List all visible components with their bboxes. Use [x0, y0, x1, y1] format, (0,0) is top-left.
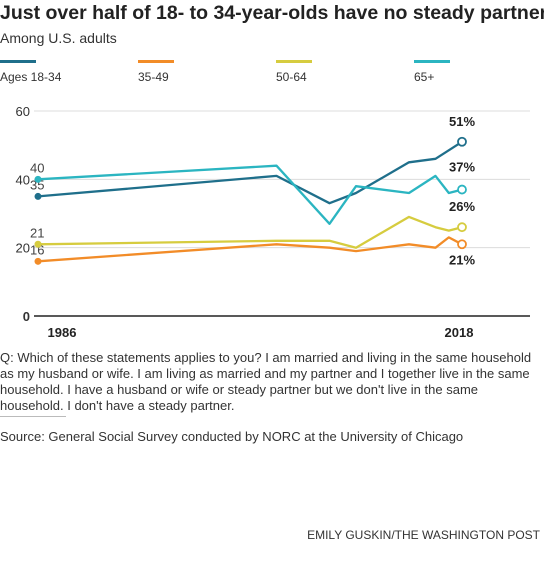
- start-point: [34, 192, 42, 200]
- legend-swatch: [138, 60, 174, 63]
- question-note: Q: Which of these statements applies to …: [0, 350, 532, 413]
- legend-swatch: [0, 60, 36, 63]
- start-value-label: 21: [30, 225, 44, 240]
- x-tick-label: 1986: [48, 325, 77, 340]
- end-point: [457, 184, 467, 195]
- end-value-label: 21%: [449, 252, 475, 267]
- end-point: [457, 239, 467, 250]
- series-line: [37, 164, 463, 225]
- series-line: [37, 215, 463, 249]
- y-tick-label: 40: [16, 172, 30, 187]
- end-value-label: 37%: [449, 160, 475, 175]
- legend-swatch: [414, 60, 450, 63]
- start-value-label: 40: [30, 160, 44, 175]
- chart-title: Just over half of 18- to 34-year-olds ha…: [0, 2, 544, 24]
- series-line: [37, 236, 463, 263]
- legend-label: 65+: [414, 70, 435, 84]
- start-point: [34, 257, 42, 265]
- end-point: [457, 136, 467, 147]
- divider: [0, 416, 66, 417]
- start-point: [34, 175, 42, 183]
- y-tick-label: 20: [16, 241, 30, 256]
- end-value-label: 26%: [449, 199, 475, 214]
- y-tick-label: 0: [23, 309, 30, 324]
- x-tick-label: 2018: [445, 325, 474, 340]
- chart-subtitle: Among U.S. adults: [0, 30, 117, 46]
- end-value-label: 51%: [449, 114, 475, 129]
- start-point: [34, 240, 42, 248]
- y-tick-label: 60: [16, 104, 30, 119]
- series-line: [37, 140, 463, 205]
- source-note: Source: General Social Survey conducted …: [0, 429, 464, 444]
- legend-label: 50-64: [276, 70, 307, 84]
- legend-swatch: [276, 60, 312, 63]
- credit-line: EMILY GUSKIN/THE WASHINGTON POST: [307, 528, 540, 542]
- legend-label: 35-49: [138, 70, 169, 84]
- end-point: [457, 222, 467, 233]
- legend-label: Ages 18-34: [0, 70, 62, 84]
